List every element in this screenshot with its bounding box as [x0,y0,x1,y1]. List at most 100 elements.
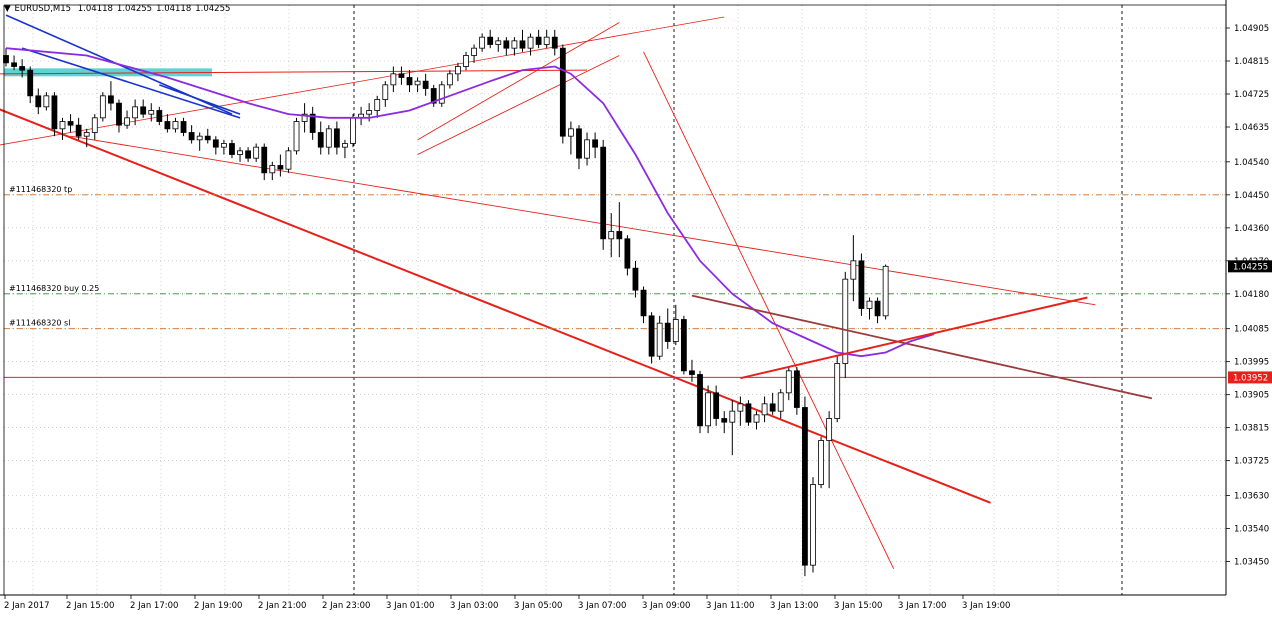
open-value: 1.04118 [77,4,113,14]
candle-bull [455,66,461,75]
moving-average-line [5,47,935,358]
candle-bull [91,117,98,133]
price-tick-label: 1.04635 [1234,123,1269,133]
price-tick-label: 1.03450 [1234,558,1269,568]
time-tick-label: 3 Jan 05:00 [514,601,562,611]
candle-bear [245,150,252,159]
symbol-name: EURUSD,M15 [14,4,72,14]
price-axis[interactable]: 1.04905 1.04815 1.04725 1.04635 1.04540 1.044… [1226,24,1272,568]
candle-bear [697,374,703,427]
price-tick-label: 1.04180 [1234,290,1269,300]
rising-support-line [740,296,1088,380]
order-label-sl: #111468320 sl [9,319,70,328]
candle-bear [156,110,163,122]
candle-bear [333,128,340,148]
candle-bear [664,322,671,342]
trendline-a [0,69,588,75]
collapse-arrow-icon[interactable]: ▼ [4,4,11,14]
candle-bear [559,47,566,137]
candle-bear [551,36,558,49]
candle-bull [390,73,397,86]
moving-average [5,47,935,358]
price-tick-label: 1.04725 [1234,90,1269,100]
candle-bear [11,62,17,67]
candle-bear [721,418,728,423]
candle-bull [83,132,90,137]
candle-bear [793,370,800,408]
price-tick-label: 1.04360 [1234,224,1269,234]
candle-bull [826,418,833,441]
candle-bear [802,407,808,566]
candle-bull [866,300,873,309]
candle-bear [317,132,324,148]
candle-bear [261,146,268,174]
candle-bear [309,113,316,133]
time-tick-label: 2 Jan 17:00 [130,601,178,611]
candle-bull [729,410,736,423]
candle-bull [132,106,139,119]
trendlines-front[interactable] [691,294,1153,400]
close-value: 1.04255 [195,4,231,14]
candle-bear [576,128,582,159]
steep-fall-line [643,51,895,570]
candle-bull [753,414,760,423]
price-tick-label: 1.04085 [1234,325,1269,335]
order-label-tp: #111468320 tp [9,185,72,194]
order-label-buy: #111468320 buy 0.25 [9,284,99,293]
price-tick-label: 1.03995 [1234,358,1269,368]
price-tick-label: 1.03630 [1234,492,1269,502]
candle-bull [172,121,179,130]
candle-bull [785,370,792,394]
time-tick-label: 3 Jan 09:00 [642,601,690,611]
candle-bear [632,267,639,291]
candle-bull [584,139,590,159]
current-price-label-bg [1228,260,1272,273]
candle-bear [75,124,82,137]
candle-bull [269,165,276,174]
price-tick-label: 1.04815 [1234,57,1269,67]
candle-bear [140,106,147,115]
candle-bear [180,121,187,133]
candle-bull [301,113,308,122]
candle-bull [446,73,453,86]
candle-bull [414,80,421,86]
channel-upper [417,22,620,141]
time-tick-label: 3 Jan 13:00 [770,601,818,611]
time-tick-label: 2 Jan 2017 [4,601,50,611]
candle-bear [398,73,405,78]
candle-bear [204,135,211,141]
candle-bull [777,392,784,412]
candle-bull [438,84,445,104]
candle-bear [116,102,122,126]
time-axis[interactable]: 2 Jan 2017 2 Jan 15:00 2 Jan 17:00 2 Jan 19… [4,595,1010,611]
candle-bear [874,300,881,317]
candle-bull [148,110,155,115]
time-tick-label: 2 Jan 23:00 [322,601,370,611]
candle-bear [745,403,752,423]
candle-bull [834,363,841,419]
candle-bear [212,139,219,148]
candles [3,29,889,577]
candle-bull [285,150,292,170]
candle-bear [422,80,429,89]
candle-bull [220,143,227,148]
candle-bear [188,132,195,141]
candle-bear [600,146,607,240]
trendlines[interactable] [0,14,1096,570]
blue-trendline [21,47,241,119]
candle-bear [689,370,695,375]
grid [4,5,1226,595]
candle-bull [293,121,300,152]
current-price-label: 1.04255 [1233,262,1268,272]
high-value: 1.04255 [116,4,153,14]
wedge-support-line [0,108,991,504]
candle-bull [495,40,502,45]
order-lines[interactable] [4,194,1226,378]
channel-lower [417,55,620,155]
candle-bear [624,238,631,269]
candle-bear [67,121,74,126]
candle-bull [366,110,373,115]
time-tick-label: 3 Jan 19:00 [962,601,1010,611]
